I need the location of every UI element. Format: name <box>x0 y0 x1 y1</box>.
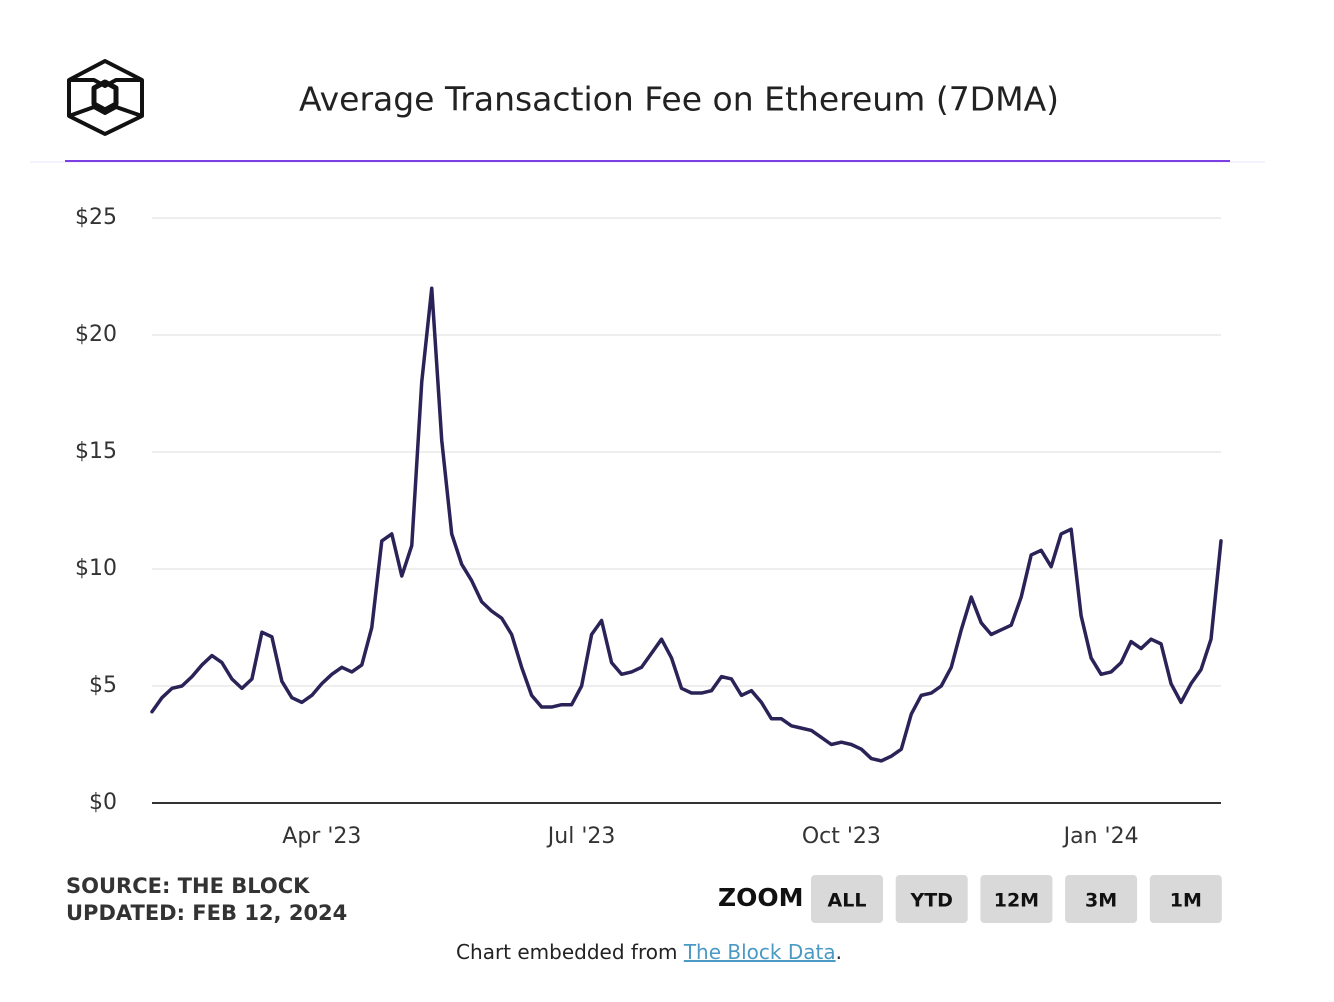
zoom-button-bg <box>1065 875 1138 923</box>
plot-area: $0 $5 $10 $15 $20 $25 Apr '23 Jul '23 Oct '23 Jan… <box>75 205 1223 849</box>
zoom-label: ZOOM <box>718 883 804 912</box>
zoom-button-bg <box>980 875 1053 923</box>
footer: Chart embedded from The Block Data. <box>0 940 1298 964</box>
zoom-button-label: ALL <box>828 890 867 912</box>
zoom-button-bg <box>895 875 968 923</box>
footer-text: Chart embedded from <box>456 940 684 964</box>
source: SOURCE: THE BLOCK <box>66 874 310 898</box>
updated: UPDATED: FEB 12, 2024 <box>66 901 347 925</box>
zoom-button[interactable]: 1M <box>1149 875 1222 923</box>
zoom-button[interactable]: 3M <box>1065 875 1138 923</box>
y-tick-label: $20 <box>75 322 117 347</box>
zoom-button-label: 12M <box>994 890 1039 912</box>
zoom-button-label: 3M <box>1085 890 1117 912</box>
x-tick-label: Apr '23 <box>282 824 361 849</box>
logo <box>67 59 144 136</box>
x-tick-label: Oct '23 <box>802 824 881 849</box>
zoom-button-bg <box>1149 875 1222 923</box>
zoom-button-label: YTD <box>909 890 953 912</box>
zoom-buttons: ALL YTD 12M 3M 1M <box>811 875 1222 923</box>
zoom-button[interactable]: YTD <box>895 875 968 923</box>
y-tick-label: $25 <box>75 205 117 230</box>
y-tick-label: $0 <box>89 790 117 815</box>
y-tick-label: $15 <box>75 439 117 464</box>
zoom-button-bg <box>811 875 883 923</box>
chart-title: Average Transaction Fee on Ethereum (7DM… <box>299 80 1059 119</box>
x-tick-label: Jul '23 <box>546 824 616 849</box>
line <box>150 286 1223 763</box>
zoom-button[interactable]: 12M <box>980 875 1053 923</box>
y-tick-label: $5 <box>89 673 117 698</box>
footer-end: . <box>835 940 842 964</box>
y-tick-label: $10 <box>75 556 117 581</box>
zoom-button[interactable]: ALL <box>811 875 883 923</box>
zoom-button-label: 1M <box>1170 890 1202 912</box>
x-tick-label: Jan '24 <box>1062 824 1139 849</box>
footer-link[interactable]: The Block Data <box>683 940 836 964</box>
